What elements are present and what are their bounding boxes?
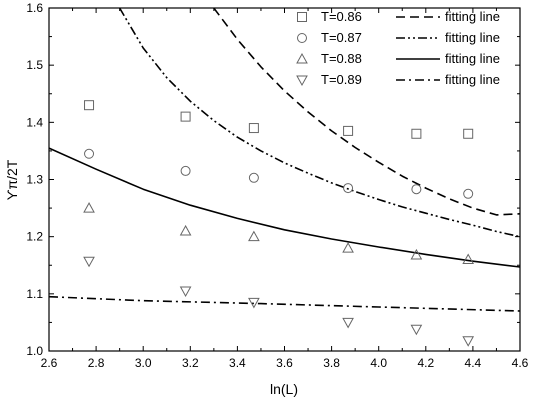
y-tick-label: 1.6 [26, 1, 43, 15]
data-point-series-2 [180, 165, 191, 176]
x-tick-label: 3.6 [276, 356, 293, 370]
data-point-series-1 [180, 111, 191, 122]
legend-label-2: T=0.87 [321, 30, 362, 45]
data-point-series-3 [179, 224, 192, 236]
legend-marker-1 [297, 12, 307, 22]
fit-line-series-2 [118, 8, 520, 238]
data-point-series-3 [410, 248, 423, 260]
data-points [83, 100, 475, 347]
fitting-lines [49, 8, 520, 312]
x-tick-label: 3.0 [135, 356, 152, 370]
data-point-series-2 [248, 172, 259, 183]
data-point-series-2 [343, 183, 354, 194]
legend-marker-2 [297, 33, 307, 43]
y-tick-label: 1.4 [26, 115, 43, 129]
legend-label-1: T=0.86 [321, 9, 362, 24]
x-tick-label: 4.4 [465, 356, 482, 370]
axis-ticks: 2.6 2.8 3.0 3.2 3.4 3.6 3.8 4.0 4.2 4.4 4.6 1.0 1.1 1… [26, 1, 528, 370]
y-axis-label: ϒπ/2T [4, 159, 20, 200]
x-tick-label: 3.8 [323, 356, 340, 370]
x-tick-label: 3.2 [182, 356, 199, 370]
data-point-series-1 [248, 123, 259, 134]
data-point-series-2 [411, 184, 422, 195]
data-point-series-4 [248, 297, 260, 309]
data-point-series-3 [248, 230, 260, 242]
y-tick-label: 1.3 [26, 173, 43, 187]
fit-line-series-4 [49, 295, 520, 312]
data-point-series-3 [342, 242, 354, 253]
x-tick-label: 2.8 [88, 356, 105, 370]
legend-fit-label-4: fitting line [445, 72, 500, 87]
data-point-series-2 [463, 188, 474, 199]
fit-line-series-3 [49, 147, 520, 268]
y-tick-label: 1.0 [26, 344, 43, 358]
legend-fit-label-1: fitting line [445, 9, 500, 24]
data-point-series-1 [463, 128, 474, 139]
y-tick-label: 1.1 [26, 287, 43, 301]
y-tick-label: 1.5 [26, 58, 43, 72]
data-point-series-4 [342, 317, 354, 329]
legend: T=0.86 fitting line T=0.87 fitting line T=0.… [296, 9, 500, 87]
legend-label-4: T=0.89 [321, 72, 362, 87]
x-tick-label: 4.2 [417, 356, 434, 370]
x-tick-label: 2.6 [41, 356, 58, 370]
legend-marker-3 [296, 52, 308, 64]
data-point-series-1 [343, 125, 354, 136]
x-tick-label: 4.6 [512, 356, 529, 370]
legend-fit-label-3: fitting line [445, 51, 500, 66]
data-point-series-1 [84, 100, 95, 111]
data-point-series-3 [83, 202, 95, 213]
x-axis-label: ln(L) [270, 381, 298, 397]
data-point-series-3 [462, 253, 475, 265]
fit-line-series-1 [213, 8, 520, 216]
legend-fit-label-2: fitting line [445, 30, 500, 45]
data-point-series-1 [411, 128, 422, 139]
legend-label-3: T=0.88 [321, 51, 362, 66]
data-point-series-4 [83, 256, 95, 268]
y-tick-label: 1.2 [26, 230, 43, 244]
data-point-series-2 [84, 148, 95, 159]
data-point-series-4 [462, 336, 475, 347]
data-point-series-4 [179, 286, 192, 298]
x-tick-label: 3.4 [229, 356, 246, 370]
data-point-series-4 [410, 324, 423, 336]
x-tick-label: 4.0 [370, 356, 387, 370]
legend-marker-4 [296, 75, 308, 87]
